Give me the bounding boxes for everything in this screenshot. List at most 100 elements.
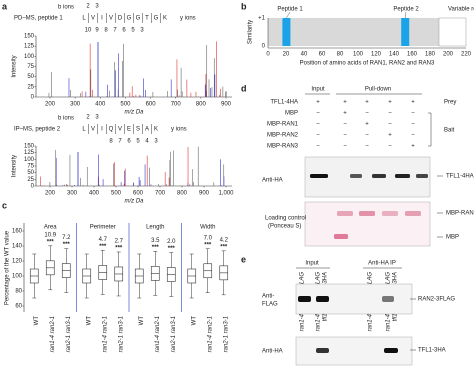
band-label: MBP bbox=[446, 235, 459, 241]
blot-band bbox=[382, 296, 394, 302]
blot-band bbox=[334, 234, 348, 239]
x-tick-label: 500 bbox=[111, 191, 122, 197]
band-label: RAN2-3FLAG bbox=[418, 297, 455, 303]
y-tick-label: 120 bbox=[12, 259, 23, 265]
group-label: Bait bbox=[444, 128, 455, 134]
x-tick-label: ran1-4 ran2-1 bbox=[155, 316, 161, 352]
x-tick-label: 800 bbox=[177, 191, 188, 197]
x-tick-label: ran1-4 ran2-1 bbox=[50, 316, 56, 352]
group-label: Prey bbox=[444, 100, 456, 106]
blot-band bbox=[316, 348, 329, 353]
sign: + bbox=[411, 144, 415, 150]
blot-label: Anti-HA bbox=[262, 178, 283, 184]
variable-region bbox=[438, 17, 467, 47]
b-ion: 3 bbox=[95, 4, 99, 10]
x-tick-label: 120 bbox=[371, 52, 382, 58]
blot-band bbox=[384, 348, 398, 353]
blot-band bbox=[298, 296, 311, 302]
column-header: Anti-HA IP bbox=[368, 261, 396, 267]
b-ion: 3 bbox=[95, 115, 99, 121]
effect-label: 7.2 bbox=[62, 235, 71, 241]
group-title: Area bbox=[44, 225, 57, 231]
x-tick-label: ran2-1 ran3-1 bbox=[223, 316, 229, 352]
y-ions-label: y ions bbox=[180, 16, 196, 22]
sign: + bbox=[365, 122, 369, 128]
significance: *** bbox=[204, 242, 212, 248]
sign: − bbox=[411, 133, 415, 139]
blot-label: (Ponceau S) bbox=[268, 224, 301, 230]
sign: + bbox=[411, 100, 415, 106]
panel-label: b bbox=[241, 1, 247, 11]
y-tick-label: 0 bbox=[262, 44, 266, 50]
x-tick-label: WT bbox=[139, 316, 145, 326]
x-tick-label: 300 bbox=[67, 191, 78, 197]
residue: L bbox=[82, 127, 86, 133]
significance: *** bbox=[220, 244, 228, 250]
y-ion: 6 bbox=[122, 28, 126, 34]
column-header: Pull-down bbox=[365, 87, 391, 93]
row-label: MBP-RAN3 bbox=[267, 144, 299, 150]
leader bbox=[405, 11, 407, 19]
sign: + bbox=[343, 111, 347, 117]
residue: L bbox=[82, 16, 86, 22]
y-ion: 5 bbox=[136, 139, 140, 145]
group-title: Length bbox=[146, 225, 164, 231]
blot-band bbox=[316, 296, 329, 302]
column-header: Input bbox=[305, 261, 319, 267]
x-tick-label: 600 bbox=[146, 102, 157, 108]
residue: G bbox=[154, 16, 159, 22]
x-tick-label: ran1-4 ran2-1 bbox=[102, 316, 108, 352]
x-tick-label: 800 bbox=[196, 102, 207, 108]
x-tick-label: 140 bbox=[389, 52, 400, 58]
effect-label: 4.2 bbox=[220, 237, 229, 243]
residue: D bbox=[118, 16, 123, 22]
y-tick-label: 75 bbox=[27, 64, 34, 70]
residue: V bbox=[91, 127, 95, 133]
x-tick-label: ran2-1 ran3-1 bbox=[118, 316, 124, 352]
spectrum-title: PD–MS, peptide 1 bbox=[14, 16, 63, 22]
x-tick-label: 300 bbox=[70, 102, 81, 108]
x-tick-label: 200 bbox=[45, 102, 56, 108]
sign: − bbox=[411, 111, 415, 117]
y-tick-label: 125 bbox=[24, 44, 35, 50]
x-tick-label: WT bbox=[191, 316, 197, 326]
significance: *** bbox=[115, 246, 123, 252]
blot-band bbox=[359, 211, 375, 216]
y-axis-label: Similarity bbox=[248, 20, 254, 44]
x-axis-label: Position of amino acids of RAN1, RAN2 an… bbox=[300, 61, 435, 67]
effect-label: 3.5 bbox=[151, 238, 160, 244]
y-tick-label: 50 bbox=[27, 74, 34, 80]
y-tick-label: +1 bbox=[258, 16, 266, 22]
blot-band bbox=[310, 174, 328, 178]
y-ion: 6 bbox=[127, 139, 131, 145]
residue: K bbox=[154, 127, 158, 133]
y-ion: 3 bbox=[154, 139, 158, 145]
panel-label: d bbox=[241, 83, 247, 93]
y-tick-label: 25 bbox=[27, 84, 34, 90]
sign: − bbox=[316, 122, 320, 128]
blot bbox=[295, 283, 413, 315]
effect-label: 7.0 bbox=[204, 235, 213, 241]
y-tick-label: 100 bbox=[24, 54, 35, 60]
y-tick-label: 160 bbox=[12, 229, 23, 235]
y-tick-label: 25 bbox=[27, 177, 34, 183]
y-tick-label: 125 bbox=[24, 150, 35, 156]
sign: − bbox=[343, 133, 347, 139]
y-ion: 10 bbox=[85, 28, 92, 34]
sign: − bbox=[316, 144, 320, 150]
residue: T bbox=[145, 16, 149, 22]
blot-label: Anti- bbox=[262, 294, 274, 300]
residue: I bbox=[101, 16, 103, 22]
sign: + bbox=[388, 133, 392, 139]
x-tick-label: 60 bbox=[319, 52, 326, 58]
blot-band bbox=[337, 211, 353, 216]
row-label: MBP bbox=[285, 111, 298, 117]
residue: A bbox=[145, 127, 149, 133]
row-label: MBP-RAN1 bbox=[267, 122, 299, 128]
x-tick-label: 600 bbox=[133, 191, 144, 197]
group-title: Perimeter bbox=[90, 225, 116, 231]
sign: − bbox=[365, 111, 369, 117]
x-tick-label: 220 bbox=[461, 52, 472, 58]
blot-band bbox=[372, 174, 386, 178]
sign: + bbox=[388, 100, 392, 106]
